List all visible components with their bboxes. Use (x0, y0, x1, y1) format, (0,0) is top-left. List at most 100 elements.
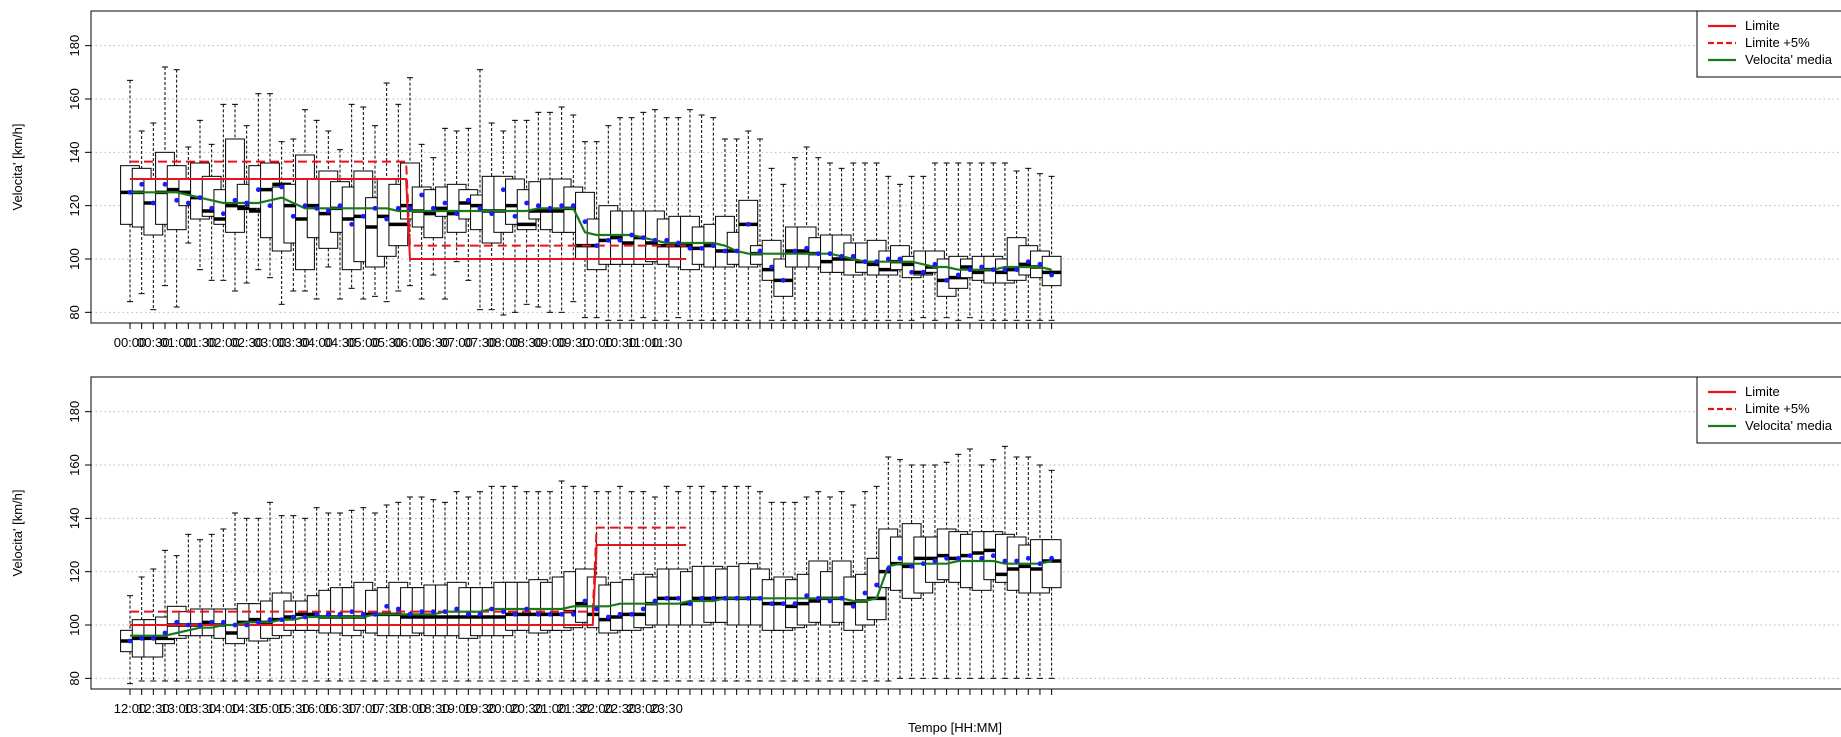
mean-point-58 (804, 593, 810, 599)
mean-point-75 (1002, 267, 1008, 273)
mean-point-57 (792, 248, 798, 254)
mean-point-65 (885, 566, 891, 572)
mean-point-47 (675, 595, 681, 601)
mean-point-49 (699, 595, 705, 601)
box-13 (271, 515, 292, 682)
mean-point-74 (990, 267, 996, 273)
y-tick-label: 160 (67, 454, 82, 476)
mean-point-52 (734, 248, 740, 254)
mean-point-64 (874, 259, 880, 265)
box-11 (248, 517, 269, 682)
legend-label: Velocita' media (1745, 418, 1833, 433)
mean-point-0 (127, 189, 133, 195)
x-tick-label: 13:00 (160, 701, 193, 716)
x-tick-label: 04:00 (300, 335, 333, 350)
box-72 (960, 162, 980, 319)
mean-point-14 (290, 213, 296, 219)
mean-point-52 (734, 595, 740, 601)
legend-label: Limite +5% (1745, 35, 1810, 50)
mean-point-8 (220, 619, 226, 625)
mean-point-60 (827, 251, 833, 257)
x-tick-label: 17:30 (370, 701, 403, 716)
box-28 (446, 491, 467, 682)
panel-afternoon: 8010012014016018012:0012:3013:0013:3014:… (10, 376, 1841, 716)
x-tick-label: 23:00 (627, 701, 660, 716)
limit-plus5-line (130, 160, 687, 247)
y-tick-label: 180 (67, 401, 82, 423)
mean-point-46 (664, 237, 670, 243)
mean-point-35 (535, 611, 541, 617)
mean-point-29 (465, 197, 471, 203)
mean-point-9 (232, 197, 238, 203)
mean-point-40 (594, 606, 600, 612)
y-tick-label: 80 (67, 671, 82, 685)
x-tick-label: 10:00 (580, 335, 613, 350)
legend-label: Limite (1745, 384, 1780, 399)
x-tick-label: 00:00 (114, 335, 147, 350)
legend: Limite Limite +5% Velocita' media (1696, 10, 1841, 78)
mean-point-19 (349, 609, 355, 615)
mean-point-68 (920, 561, 926, 567)
mean-point-48 (687, 245, 693, 251)
mean-point-73 (979, 264, 985, 270)
box-51 (715, 138, 735, 321)
mean-point-18 (337, 611, 343, 617)
mean-point-4 (174, 619, 180, 625)
mean-point-63 (862, 590, 868, 596)
box-8 (213, 528, 234, 682)
x-tick-label: 01:30 (184, 335, 217, 350)
x-tick-label: 21:00 (534, 701, 567, 716)
box-55 (761, 167, 782, 321)
y-tick-label: 120 (67, 561, 82, 583)
mean-point-36 (547, 205, 553, 211)
x-tick-label: 18:00 (394, 701, 427, 716)
mean-point-30 (477, 205, 483, 211)
mean-point-62 (850, 253, 856, 259)
mean-point-66 (897, 256, 903, 262)
mean-point-56 (780, 277, 786, 283)
mean-point-8 (220, 211, 226, 217)
y-axis-title: Velocita' [km/h] (10, 123, 25, 210)
mean-point-48 (687, 601, 693, 607)
mean-point-1 (139, 181, 145, 187)
mean-point-44 (640, 606, 646, 612)
x-tick-label: 16:30 (324, 701, 357, 716)
mean-point-5 (185, 622, 191, 628)
box-79 (1041, 175, 1062, 321)
mean-point-7 (209, 619, 215, 625)
mean-point-18 (337, 203, 343, 209)
x-tick-label: 00:30 (137, 335, 170, 350)
mean-point-5 (185, 200, 191, 206)
x-tick-label: 06:30 (417, 335, 450, 350)
mean-point-30 (477, 611, 483, 617)
mean-point-1 (139, 635, 145, 641)
mean-point-26 (430, 205, 436, 211)
box-74 (983, 162, 1004, 321)
mean-point-68 (920, 269, 926, 275)
box-iqr (773, 258, 794, 297)
x-tick-label: 03:00 (254, 335, 287, 350)
x-tick-label: 12:30 (137, 701, 170, 716)
y-axis-title: Velocita' [km/h] (10, 489, 25, 576)
mean-point-6 (197, 622, 203, 628)
mean-point-63 (862, 259, 868, 265)
mean-point-20 (360, 213, 366, 219)
x-tick-label: 10:30 (604, 335, 637, 350)
mean-point-15 (302, 203, 308, 209)
mean-point-59 (815, 595, 821, 601)
mean-point-13 (279, 184, 285, 190)
mean-point-58 (804, 245, 810, 251)
mean-point-44 (640, 235, 646, 241)
mean-point-78 (1037, 261, 1043, 267)
mean-point-41 (605, 614, 611, 620)
plot-frame (90, 10, 1841, 324)
mean-point-19 (349, 221, 355, 227)
mean-point-3 (162, 181, 168, 187)
mean-point-64 (874, 582, 880, 588)
mean-point-22 (384, 603, 390, 609)
mean-point-72 (967, 553, 973, 559)
mean-point-9 (232, 622, 238, 628)
x-tick-label: 05:30 (370, 335, 403, 350)
mean-point-6 (197, 195, 203, 201)
mean-point-31 (489, 606, 495, 612)
